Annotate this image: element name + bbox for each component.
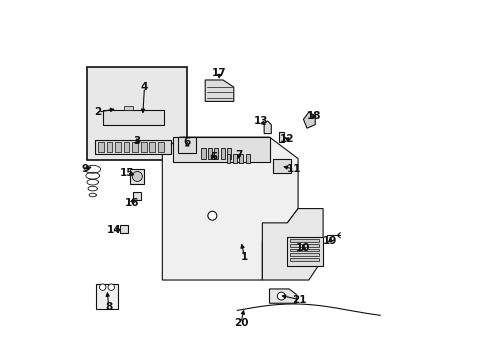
Text: 15: 15 <box>119 168 134 178</box>
Text: 14: 14 <box>106 225 121 235</box>
Polygon shape <box>95 140 171 154</box>
Bar <box>106 142 112 153</box>
Text: 21: 21 <box>292 295 306 305</box>
Bar <box>290 249 318 251</box>
Bar <box>123 142 129 153</box>
Text: 3: 3 <box>133 136 141 146</box>
Ellipse shape <box>99 284 106 291</box>
Bar <box>220 148 224 158</box>
Polygon shape <box>303 112 315 128</box>
Bar <box>290 253 318 256</box>
Text: 5: 5 <box>210 152 217 162</box>
Ellipse shape <box>108 284 114 291</box>
Text: 9: 9 <box>82 164 89 174</box>
Bar <box>120 225 128 233</box>
Bar <box>290 244 318 247</box>
Text: 6: 6 <box>183 138 191 148</box>
Bar <box>233 154 236 163</box>
Text: 7: 7 <box>235 150 243 160</box>
Bar <box>226 148 231 158</box>
Polygon shape <box>287 237 323 266</box>
Text: 17: 17 <box>212 68 226 78</box>
Bar <box>133 192 141 200</box>
Bar <box>123 106 133 110</box>
Text: 4: 4 <box>141 82 148 92</box>
Text: 11: 11 <box>286 164 301 174</box>
Ellipse shape <box>132 171 142 181</box>
Bar <box>96 284 118 309</box>
Polygon shape <box>269 289 296 303</box>
Bar <box>290 258 318 261</box>
Bar <box>207 148 212 158</box>
Polygon shape <box>262 208 323 280</box>
Bar <box>158 142 163 153</box>
Bar <box>87 67 187 160</box>
Text: 2: 2 <box>94 107 102 117</box>
Bar <box>201 148 205 158</box>
Polygon shape <box>264 121 271 134</box>
Bar <box>130 169 144 184</box>
Polygon shape <box>103 111 164 125</box>
Bar <box>141 142 146 153</box>
Polygon shape <box>173 137 269 162</box>
Polygon shape <box>272 158 290 173</box>
Bar <box>239 154 243 163</box>
Text: 10: 10 <box>296 243 310 253</box>
Text: 18: 18 <box>306 111 321 121</box>
Bar <box>290 239 318 242</box>
Bar <box>245 154 249 163</box>
Ellipse shape <box>277 292 285 300</box>
Bar <box>214 148 218 158</box>
Bar <box>132 142 138 153</box>
Bar <box>278 132 284 143</box>
Text: 19: 19 <box>323 236 337 246</box>
Text: 8: 8 <box>105 302 112 312</box>
Polygon shape <box>205 80 233 102</box>
Text: 20: 20 <box>233 318 248 328</box>
Text: 13: 13 <box>253 116 267 126</box>
Ellipse shape <box>207 211 216 220</box>
Text: 16: 16 <box>124 198 139 208</box>
Text: 1: 1 <box>241 252 247 262</box>
Bar <box>149 142 155 153</box>
Text: 12: 12 <box>280 134 294 144</box>
Polygon shape <box>162 137 298 280</box>
Bar <box>115 142 121 153</box>
Bar <box>226 154 230 163</box>
Polygon shape <box>178 137 196 153</box>
Bar <box>98 142 103 153</box>
